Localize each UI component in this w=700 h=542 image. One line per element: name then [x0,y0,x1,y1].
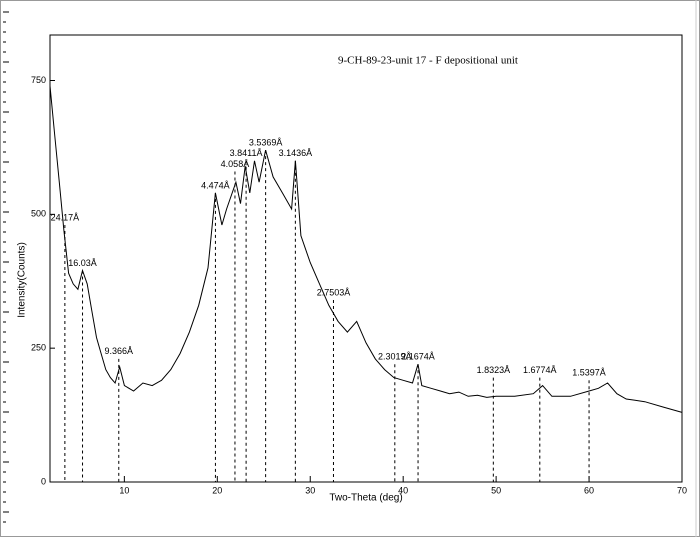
peak-label: 1.5397Å [572,368,606,378]
diffraction-line [49,85,683,413]
peak-label: 3.1436Å [279,148,313,158]
peak-label: 2.1674Å [401,352,435,362]
y-tick-label: 250 [31,343,46,353]
x-tick-label: 50 [491,485,501,495]
chart-title: 9-CH-89-23-unit 17 - F depositional unit [338,55,518,67]
peak-label: 4.474Å [201,180,230,190]
peak-label: 3.8411Å [230,148,263,158]
peak-label: 16.03Å [68,258,97,268]
peak-label: 2.3019Å [378,352,412,362]
plot-frame [49,34,683,483]
x-tick-label: 60 [584,485,594,495]
peak-label: 9.366Å [105,346,134,356]
peak-label: 3.5369Å [249,137,283,147]
peak-label: 2.7503Å [317,287,351,297]
peak-label: 1.8323Å [477,365,511,375]
x-tick-label: 10 [119,485,129,495]
peak-label: 4.058Å [221,159,250,169]
y-tick-label: 0 [41,476,46,486]
x-tick-label: 20 [212,485,222,495]
peak-label: 24.17Å [51,212,80,222]
x-tick-label: 40 [398,485,408,495]
y-axis-label: Intensity(Counts) [17,242,28,318]
y-tick-label: 750 [31,75,46,85]
x-tick-label: 70 [677,485,687,495]
x-axis-label: Two-Theta (deg) [329,493,402,504]
peak-label: 1.6774Å [523,365,557,375]
x-tick-label: 30 [305,485,315,495]
y-tick-label: 500 [31,209,46,219]
